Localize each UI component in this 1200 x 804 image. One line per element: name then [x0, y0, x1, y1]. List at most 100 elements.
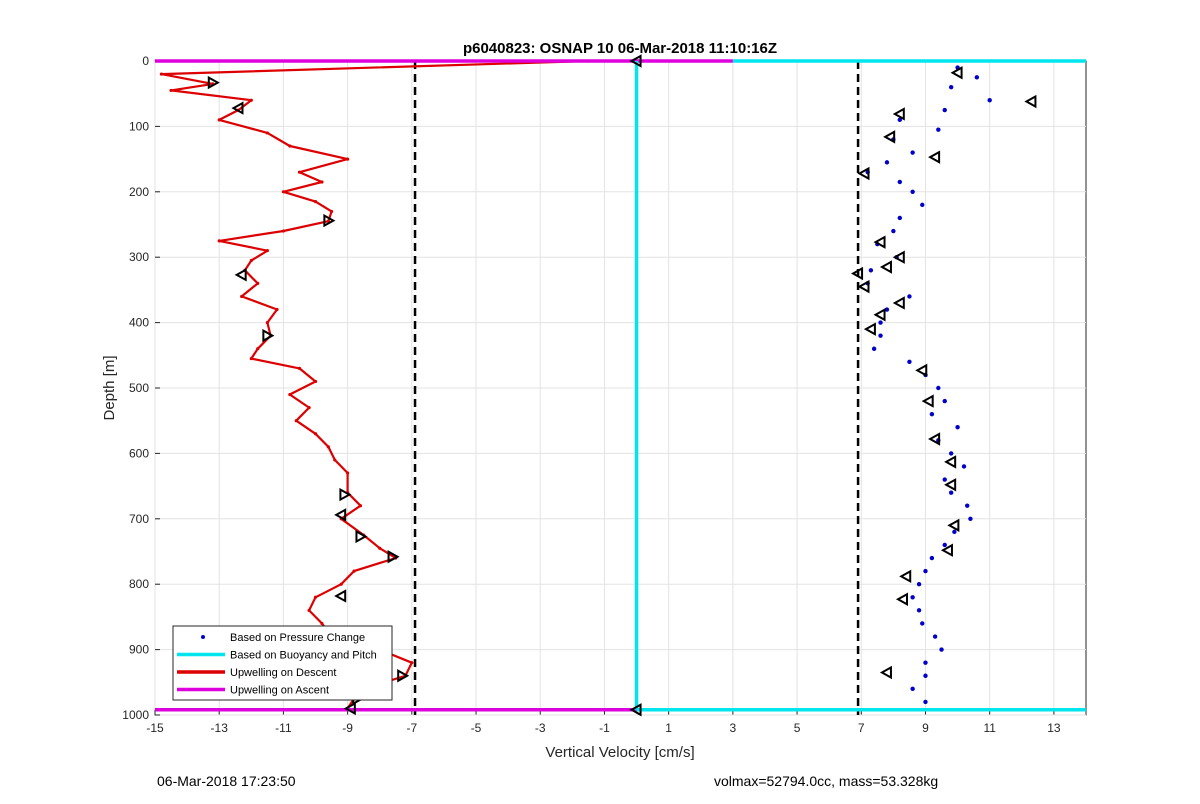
pressure-point — [897, 215, 902, 221]
descent-point — [378, 546, 382, 550]
triangle-left-marker — [899, 569, 912, 584]
y-tick-label: 400 — [129, 316, 149, 330]
pressure-point — [878, 333, 883, 338]
descent-point — [313, 200, 318, 204]
triangle-left-marker — [334, 508, 347, 522]
pressure-point — [884, 307, 890, 312]
series-based-on-pressure-change — [865, 65, 992, 705]
triangle-left-marker — [234, 268, 247, 282]
pressure-point — [907, 359, 912, 365]
triangle-left-marker — [1024, 94, 1037, 109]
pressure-point — [948, 451, 954, 456]
x-tick-label: -5 — [471, 721, 482, 735]
triangle-right-marker — [262, 328, 275, 343]
pressure-point — [948, 84, 954, 90]
triangle-right-marker — [355, 529, 368, 544]
pressure-point — [923, 699, 928, 705]
descent-point — [333, 458, 337, 462]
descent-point — [320, 180, 324, 184]
pressure-point — [897, 117, 902, 123]
pressure-point — [942, 398, 947, 404]
x-tick-label: 7 — [858, 721, 865, 735]
triangle-left-marker — [928, 150, 941, 164]
pressure-point — [942, 477, 947, 482]
triangle-left-marker — [343, 701, 356, 716]
marker-layer — [207, 54, 1037, 717]
descent-point — [240, 294, 244, 299]
reference-lines — [413, 61, 860, 715]
pressure-point — [910, 150, 915, 155]
triangle-left-marker — [928, 432, 941, 446]
triangle-right-marker — [323, 213, 336, 228]
descent-point — [346, 471, 350, 475]
descent-point — [307, 406, 311, 410]
x-axis-label: Vertical Velocity [cm/s] — [545, 744, 694, 761]
triangle-left-marker — [892, 296, 905, 310]
y-tick-label: 800 — [129, 577, 149, 591]
triangle-left-marker — [857, 166, 870, 181]
pressure-point — [891, 228, 896, 234]
descent-point — [281, 229, 286, 233]
pressure-point — [936, 127, 941, 132]
legend-label: Upwelling on Descent — [230, 667, 336, 679]
x-tick-label: -15 — [146, 721, 164, 735]
pressure-point — [897, 179, 902, 185]
y-axis-label: Depth [m] — [101, 355, 118, 420]
descent-point — [265, 321, 269, 325]
descent-point — [265, 131, 269, 135]
legend-label: Based on Buoyancy and Pitch — [230, 650, 377, 662]
footer-timestamp: 06-Mar-2018 17:23:50 — [157, 773, 296, 789]
triangle-left-marker — [857, 279, 870, 294]
descent-point — [320, 621, 324, 626]
x-tick-label: 5 — [794, 721, 801, 735]
y-tick-label: 500 — [129, 381, 149, 395]
x-tick-label: -9 — [342, 721, 353, 735]
descent-point — [410, 661, 414, 665]
pressure-point — [910, 189, 915, 194]
y-tick-label: 900 — [129, 643, 149, 657]
pressure-point — [910, 686, 915, 692]
pressure-point — [907, 294, 912, 299]
triangle-left-marker — [873, 308, 886, 322]
triangle-left-marker — [879, 665, 892, 680]
pressure-point — [942, 107, 947, 113]
x-tick-label: 11 — [983, 721, 996, 735]
descent-point — [339, 582, 343, 586]
pressure-point — [916, 582, 922, 587]
triangle-left-marker — [950, 66, 963, 80]
descent-point — [256, 281, 260, 285]
triangle-left-marker — [851, 266, 864, 281]
descent-point — [307, 608, 311, 612]
pressure-point — [965, 503, 970, 508]
pressure-point — [974, 75, 980, 80]
pressure-point — [942, 542, 947, 548]
x-tick-labels: -15 -13 -11 -9 -7 -5 -3 -1 1 3 5 7 9 11 13 — [146, 721, 1061, 735]
pressure-point — [923, 568, 928, 574]
triangle-left-marker — [879, 260, 892, 274]
triangle-left-marker — [883, 130, 896, 144]
pressure-point — [939, 647, 944, 652]
triangle-left-marker — [231, 101, 244, 115]
pressure-point — [923, 660, 928, 665]
pressure-point — [955, 425, 960, 430]
triangle-right-marker — [397, 669, 410, 683]
x-tick-label: 13 — [1047, 721, 1061, 735]
descent-point — [297, 366, 302, 370]
descent-point — [275, 307, 279, 312]
y-tick-labels: 0 100 200 300 400 500 600 700 800 900 1000 — [122, 54, 149, 722]
triangle-left-marker — [921, 394, 934, 408]
descent-point — [256, 347, 260, 351]
triangle-left-marker — [892, 250, 905, 264]
descent-point — [249, 258, 253, 263]
triangle-left-marker — [334, 589, 347, 603]
y-tick-label: 200 — [129, 185, 149, 199]
y-tick-label: 1000 — [122, 708, 149, 722]
y-tick-label: 600 — [129, 446, 149, 460]
triangle-left-marker — [895, 592, 909, 606]
pressure-point — [878, 320, 883, 325]
x-tick-label: 1 — [665, 721, 672, 735]
descent-point — [217, 239, 221, 243]
descent-point — [265, 249, 269, 253]
x-tick-label: 9 — [922, 721, 929, 735]
series-based-on-buoyancy-and-pitch — [634, 59, 1086, 712]
